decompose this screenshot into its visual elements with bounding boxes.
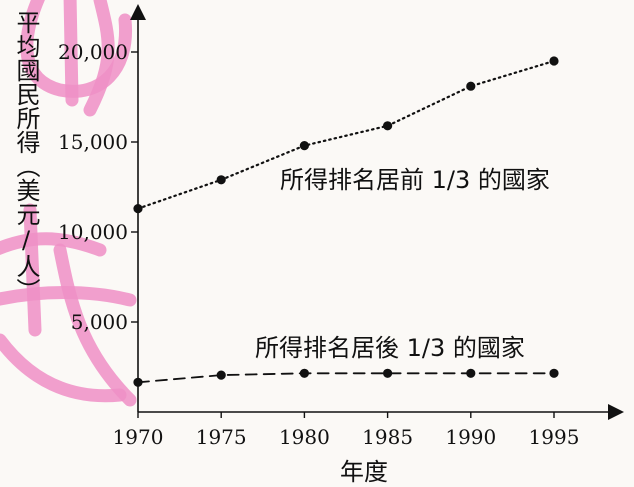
- y-axis-title: 平均國民所得（美元/人）: [12, 10, 40, 302]
- data-point: [466, 81, 476, 91]
- data-point: [383, 368, 393, 378]
- series-line-0: [136, 59, 556, 210]
- watermark-stroke: [0, 333, 127, 403]
- data-point: [133, 204, 143, 214]
- data-point: [299, 141, 309, 151]
- watermark-stroke: [53, 243, 137, 407]
- watermark-stroke: [23, 203, 42, 337]
- data-point: [549, 368, 559, 378]
- series-group: [133, 56, 559, 387]
- watermark-stroke: [20, 0, 133, 98]
- x-tick-label: 1980: [279, 425, 330, 449]
- y-ticks: 5,000 10,000 15,000 20,000: [58, 40, 138, 334]
- x-tick-label: 1985: [362, 425, 413, 449]
- data-point: [466, 368, 476, 378]
- data-point: [549, 56, 559, 66]
- y-tick-label: 15,000: [58, 130, 128, 154]
- data-point: [299, 368, 309, 378]
- x-tick-label: 1990: [445, 425, 496, 449]
- series-line-1: [137, 372, 555, 384]
- y-tick-label: 10,000: [58, 220, 128, 244]
- x-tick-label: 1995: [529, 425, 580, 449]
- watermark-stroke: [63, 0, 79, 107]
- x-ticks: 1970 1975 1980 1985 1990 1995: [113, 412, 580, 449]
- watermark-stroke: [0, 232, 107, 257]
- x-tick-label: 1970: [113, 425, 164, 449]
- x-tick-label: 1975: [196, 425, 247, 449]
- y-tick-label: 20,000: [58, 40, 128, 64]
- y-tick-label: 5,000: [71, 310, 128, 334]
- data-point: [383, 121, 393, 131]
- data-point: [216, 370, 226, 380]
- series-label-top: 所得排名居前 1/3 的國家: [280, 166, 550, 194]
- watermark-stroke: [83, 0, 115, 117]
- x-axis-title: 年度: [340, 458, 388, 486]
- data-point: [133, 377, 143, 387]
- series-label-bottom: 所得排名居後 1/3 的國家: [255, 334, 525, 362]
- data-point: [216, 175, 226, 185]
